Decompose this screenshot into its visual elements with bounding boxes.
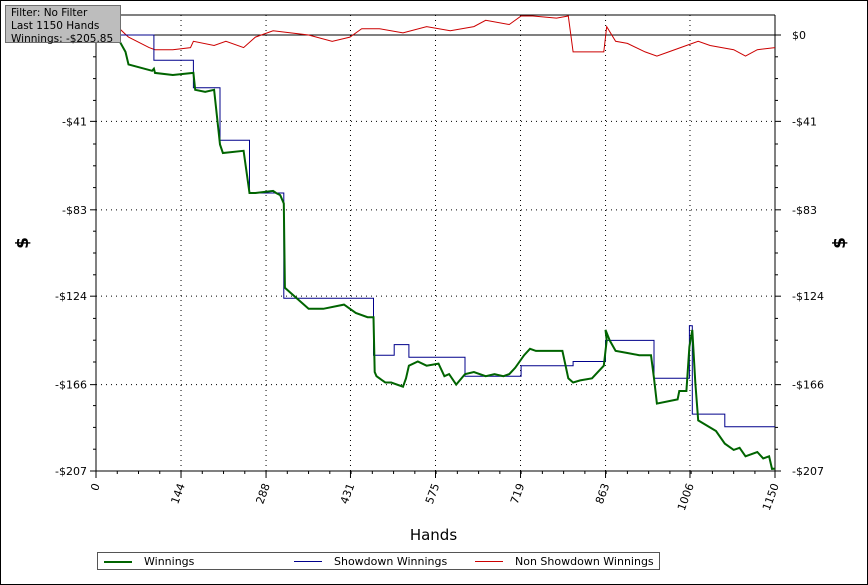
- y-tick-label-right: $0: [792, 29, 806, 42]
- x-tick-label: 575: [423, 482, 442, 506]
- legend-label-winnings: Winnings: [144, 555, 195, 568]
- series-line-non_showdown: [95, 15, 776, 57]
- y-tick-label-right: -$207: [792, 465, 824, 478]
- x-tick-label: 863: [593, 482, 612, 506]
- winnings-total-label: Winnings: -$205.85: [11, 33, 114, 45]
- legend-swatch-non-showdown: [475, 561, 503, 562]
- legend-label-non-showdown: Non Showdown Winnings: [515, 555, 654, 568]
- y-axis-title-left: $: [13, 237, 33, 249]
- legend-swatch-winnings: [104, 561, 132, 563]
- legend-label-showdown: Showdown Winnings: [334, 555, 448, 568]
- y-tick-label-left: -$166: [55, 379, 87, 392]
- x-tick-label: 1006: [675, 482, 697, 513]
- y-tick-label-right: -$124: [792, 290, 824, 303]
- y-tick-label-right: -$41: [792, 115, 817, 128]
- x-tick-label: 0: [88, 482, 103, 493]
- x-tick-label: 1150: [760, 482, 782, 513]
- hands-count-label: Last 1150 Hands: [11, 20, 100, 32]
- y-tick-label-right: -$166: [792, 379, 824, 392]
- filter-info-box: Filter: No Filter Last 1150 Hands Winnin…: [5, 5, 121, 45]
- y-tick-label-right: -$83: [792, 204, 817, 217]
- x-tick-label: 288: [253, 482, 272, 506]
- y-tick-label-left: -$207: [55, 465, 87, 478]
- y-tick-label-left: -$124: [55, 290, 87, 303]
- x-tick-label: 719: [508, 482, 527, 506]
- x-axis-title: Hands: [410, 526, 457, 544]
- x-tick-label: 144: [168, 482, 187, 506]
- y-axis-title-right: $: [830, 237, 850, 249]
- filter-label: Filter: No Filter: [11, 7, 88, 19]
- y-tick-label-left: -$41: [62, 115, 87, 128]
- series-line-winnings: [96, 34, 776, 470]
- chart-legend: Winnings Showdown Winnings Non Showdown …: [97, 552, 660, 570]
- y-tick-label-left: -$83: [62, 204, 87, 217]
- x-tick-label: 431: [338, 482, 357, 506]
- legend-swatch-showdown: [294, 561, 322, 562]
